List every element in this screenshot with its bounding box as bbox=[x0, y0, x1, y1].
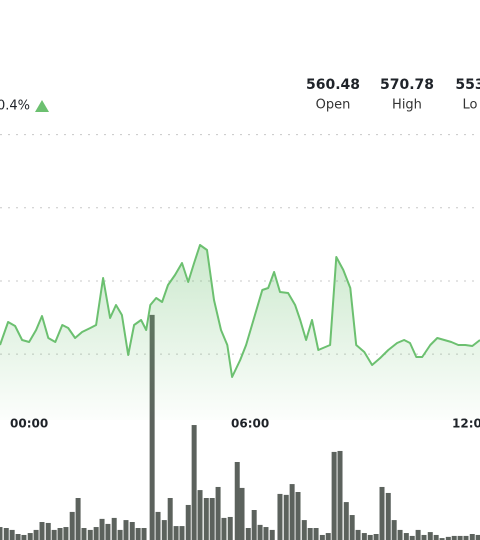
volume-bar bbox=[245, 528, 251, 540]
volume-bar bbox=[283, 494, 289, 540]
volume-bar bbox=[373, 534, 379, 540]
volume-bar bbox=[439, 538, 445, 540]
volume-bar bbox=[75, 498, 81, 540]
price-line bbox=[0, 244, 480, 378]
volume-bar bbox=[117, 529, 123, 540]
volume-bar bbox=[391, 520, 397, 540]
volume-bar bbox=[251, 510, 257, 540]
volume-bar bbox=[325, 533, 331, 540]
volume-bar bbox=[141, 528, 147, 540]
volume-bar bbox=[105, 523, 111, 540]
stat-label: Lo bbox=[463, 98, 478, 113]
volume-bar bbox=[451, 535, 457, 540]
volume-bar bbox=[421, 534, 427, 540]
volume-bar bbox=[469, 534, 475, 540]
x-tick-label: 12:00 bbox=[452, 417, 480, 431]
volume-bar bbox=[379, 486, 385, 540]
volume-bar bbox=[385, 492, 391, 540]
volume-bar bbox=[197, 490, 203, 540]
volume-bar bbox=[463, 535, 469, 540]
volume-bar bbox=[313, 528, 319, 540]
volume-bar bbox=[445, 536, 451, 540]
volume-bar bbox=[173, 526, 179, 540]
volume-bar bbox=[93, 527, 99, 540]
volume-bar bbox=[234, 462, 240, 540]
volume-bar bbox=[331, 451, 337, 540]
volume-bar bbox=[149, 314, 155, 540]
volume-bar bbox=[209, 498, 215, 540]
change-arrow bbox=[35, 100, 49, 112]
volume-bar bbox=[15, 534, 21, 540]
volume-bar bbox=[69, 511, 75, 540]
volume-bar bbox=[263, 527, 269, 540]
volume-bar bbox=[3, 528, 9, 540]
volume-bar bbox=[355, 529, 361, 540]
volume-bar bbox=[257, 524, 263, 540]
volume-bar bbox=[337, 450, 343, 540]
volume-bar bbox=[415, 529, 421, 540]
volume-bar bbox=[397, 529, 403, 540]
volume-bar bbox=[51, 529, 57, 540]
volume-bar bbox=[289, 484, 295, 540]
price-area bbox=[0, 245, 480, 420]
stat-value: 570.78 bbox=[380, 77, 434, 93]
volume-bar bbox=[123, 520, 129, 540]
volume-bar bbox=[81, 528, 87, 540]
volume-bar bbox=[179, 526, 185, 540]
volume-bar bbox=[221, 517, 227, 540]
volume-bar bbox=[33, 529, 39, 540]
volume-bar bbox=[135, 528, 141, 540]
volume-bar bbox=[239, 487, 245, 540]
stat-label: Open bbox=[316, 98, 351, 113]
volume-bar bbox=[409, 535, 415, 540]
volume-bar bbox=[367, 534, 373, 540]
volume-bar bbox=[227, 516, 233, 540]
volume-bar bbox=[403, 533, 409, 540]
volume-bar bbox=[39, 522, 45, 540]
volume-bar bbox=[319, 534, 325, 540]
volume-bar bbox=[9, 529, 15, 540]
volume-bar bbox=[361, 533, 367, 540]
volume-bar bbox=[295, 492, 301, 540]
change-percent: 0.4% bbox=[0, 99, 30, 114]
volume-bar bbox=[57, 528, 63, 540]
volume-bar bbox=[427, 532, 433, 540]
volume-bar bbox=[129, 522, 135, 540]
stat-value: 560.48 bbox=[306, 77, 360, 93]
volume-bar bbox=[21, 534, 27, 540]
volume-bar bbox=[87, 529, 93, 540]
volume-bar bbox=[99, 518, 105, 540]
x-tick-label: 06:00 bbox=[231, 417, 269, 431]
volume-bar bbox=[63, 527, 69, 540]
volume-bar bbox=[349, 515, 355, 540]
volume-bar bbox=[45, 522, 51, 540]
volume-bar bbox=[301, 520, 307, 540]
stat-value: 553 bbox=[455, 77, 480, 93]
stat-label: High bbox=[392, 98, 422, 113]
volume-bar bbox=[203, 498, 209, 540]
volume-bar bbox=[111, 517, 117, 540]
volume-bar bbox=[307, 528, 313, 540]
volume-bar bbox=[185, 504, 191, 540]
volume-bar bbox=[277, 493, 283, 540]
volume-bar bbox=[155, 511, 161, 540]
volume-bar bbox=[161, 520, 167, 540]
volume-bar bbox=[167, 498, 173, 540]
volume-bar bbox=[343, 502, 349, 540]
volume-bar bbox=[475, 534, 480, 540]
volume-bar bbox=[269, 529, 275, 540]
x-tick-label: 00:00 bbox=[10, 417, 48, 431]
volume-bar bbox=[433, 534, 439, 540]
volume-bar bbox=[457, 535, 463, 540]
volume-bar bbox=[191, 425, 197, 540]
volume-bar bbox=[27, 533, 33, 540]
volume-bar bbox=[0, 527, 3, 540]
volume-bar bbox=[215, 486, 221, 540]
